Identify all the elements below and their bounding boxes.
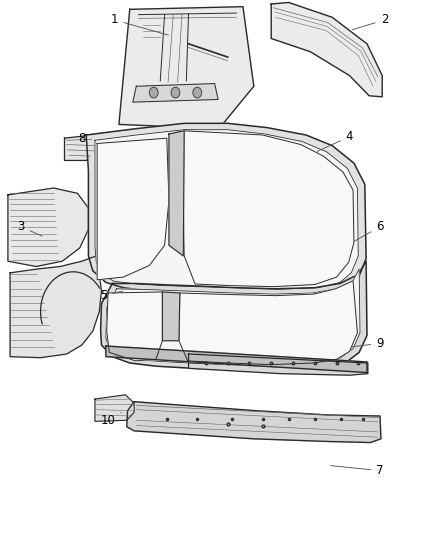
Polygon shape: [119, 7, 254, 128]
Polygon shape: [86, 123, 366, 296]
Text: 2: 2: [352, 13, 388, 30]
Polygon shape: [106, 269, 360, 365]
Polygon shape: [64, 135, 97, 160]
Polygon shape: [127, 402, 381, 442]
Circle shape: [171, 87, 180, 98]
Polygon shape: [162, 292, 180, 341]
Polygon shape: [271, 3, 382, 97]
Polygon shape: [8, 188, 88, 266]
Polygon shape: [106, 346, 367, 373]
Polygon shape: [133, 84, 218, 102]
Polygon shape: [169, 131, 184, 256]
Text: 5: 5: [100, 289, 123, 302]
Polygon shape: [10, 256, 102, 358]
Text: 10: 10: [101, 413, 121, 427]
Polygon shape: [95, 130, 358, 289]
Text: 1: 1: [111, 13, 169, 35]
Polygon shape: [97, 138, 169, 280]
Text: 9: 9: [352, 337, 384, 350]
Polygon shape: [101, 261, 367, 370]
Text: 3: 3: [17, 220, 42, 236]
Polygon shape: [188, 354, 368, 375]
Text: 6: 6: [354, 220, 384, 241]
Circle shape: [193, 87, 201, 98]
Circle shape: [149, 87, 158, 98]
Text: 7: 7: [331, 464, 384, 477]
Text: 8: 8: [78, 132, 86, 151]
Polygon shape: [107, 292, 162, 361]
Polygon shape: [184, 131, 354, 287]
Polygon shape: [95, 395, 134, 421]
Polygon shape: [179, 281, 357, 365]
Text: 4: 4: [317, 130, 353, 151]
